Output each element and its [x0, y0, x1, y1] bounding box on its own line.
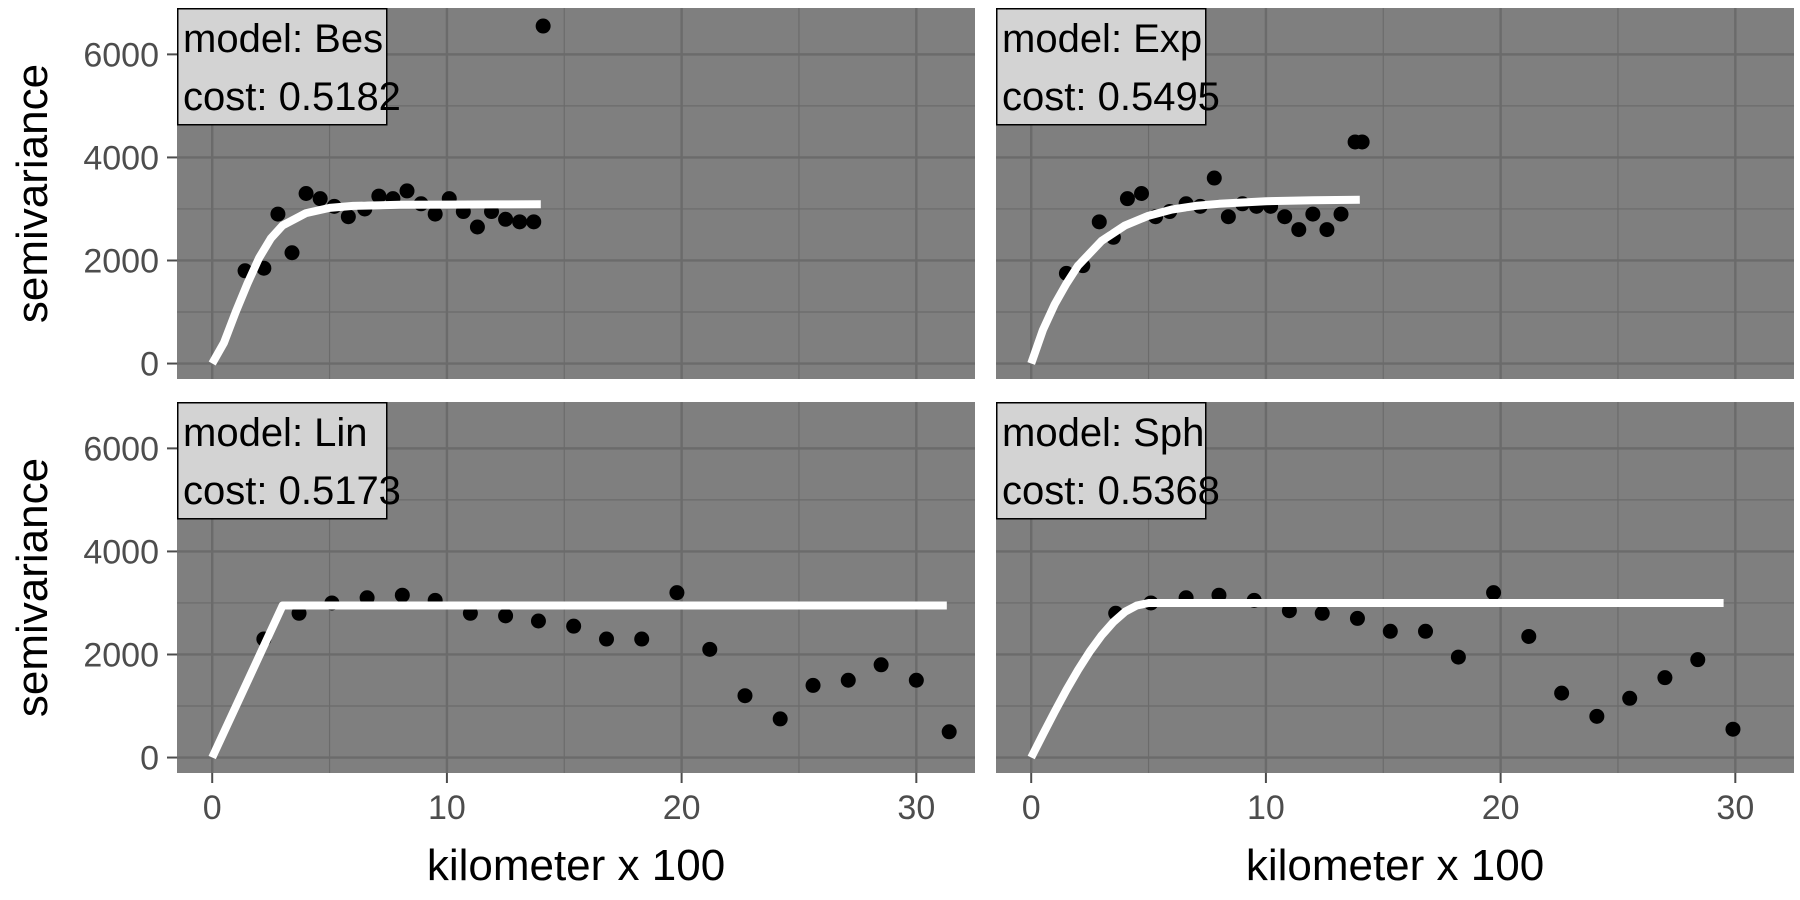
data-point	[399, 183, 415, 199]
cost-label: cost: 0.5495	[1002, 75, 1220, 119]
y-tick-label: 6000	[83, 430, 159, 468]
data-point	[1589, 708, 1605, 724]
data-point	[1349, 610, 1365, 626]
data-point	[1220, 209, 1236, 225]
y-tick-label: 0	[140, 740, 159, 778]
data-point	[498, 211, 514, 227]
data-point	[908, 672, 924, 688]
data-point	[1211, 587, 1227, 603]
model-label: model: Bes	[183, 17, 383, 61]
data-point	[1622, 690, 1638, 706]
cost-label: cost: 0.5368	[1002, 469, 1220, 513]
panel-1: model: Bes cost: 0.5182 0 2000 4000 6000 semiv…	[8, 8, 975, 384]
data-point	[1450, 649, 1466, 665]
data-point	[1305, 206, 1321, 222]
data-point	[669, 585, 685, 601]
panel-4: model: Sph cost: 0.5368 0 10 20 30 kilometer x…	[996, 402, 1794, 890]
x-axis-title: kilometer x 100	[1246, 841, 1544, 890]
fit-line	[1027, 195, 1360, 365]
data-point	[284, 245, 300, 261]
data-point	[1725, 721, 1741, 737]
model-label-box	[177, 8, 388, 126]
x-tick-label: 10	[428, 789, 466, 827]
data-point	[394, 587, 410, 603]
model-label-box	[996, 402, 1207, 520]
data-point	[1119, 191, 1135, 207]
data-point	[298, 186, 314, 201]
data-point	[772, 711, 788, 727]
data-point	[1554, 685, 1570, 701]
x-tick-label: 0	[203, 789, 222, 827]
data-point	[566, 618, 582, 634]
data-point	[498, 608, 514, 624]
y-tick-label: 2000	[83, 636, 159, 674]
y-tick-label: 4000	[83, 533, 159, 571]
model-label: model: Lin	[183, 411, 368, 455]
data-point	[1291, 222, 1307, 238]
data-point	[840, 672, 856, 688]
x-tick-label: 30	[1716, 789, 1754, 827]
x-tick-label: 10	[1247, 789, 1285, 827]
x-tick-label: 0	[1022, 789, 1041, 827]
y-tick-label: 4000	[83, 139, 159, 177]
x-axis-title: kilometer x 100	[427, 841, 725, 890]
data-point	[1486, 585, 1502, 601]
data-point	[291, 605, 307, 621]
cost-label: cost: 0.5173	[183, 469, 401, 513]
data-point	[1657, 670, 1673, 686]
y-tick-label: 6000	[83, 36, 159, 74]
data-point	[702, 641, 718, 657]
data-point	[1333, 206, 1349, 222]
fit-line	[208, 601, 947, 760]
data-point	[1418, 623, 1434, 639]
y-tick-label: 2000	[83, 242, 159, 280]
panel-3: model: Lin cost: 0.5173 0 2000 4000 6000 semiv…	[8, 402, 975, 890]
data-point	[371, 188, 387, 204]
model-label: model: Exp	[1002, 17, 1202, 61]
data-point	[1382, 623, 1398, 639]
cost-label: cost: 0.5182	[183, 75, 401, 119]
data-point	[530, 613, 546, 629]
data-point	[469, 219, 485, 235]
fit-line	[208, 200, 541, 366]
data-point	[805, 677, 821, 693]
data-point	[634, 631, 650, 647]
model-label: model: Sph	[1002, 411, 1204, 455]
data-point	[1354, 134, 1370, 150]
data-point	[1206, 170, 1222, 186]
panel-2: model: Exp cost: 0.5495	[996, 8, 1794, 379]
data-point	[1521, 628, 1537, 644]
data-point	[737, 688, 753, 704]
data-point	[873, 657, 889, 673]
data-point	[535, 18, 551, 34]
x-tick-label: 20	[1482, 789, 1520, 827]
data-point	[1314, 605, 1330, 621]
data-point	[526, 214, 542, 230]
data-point	[312, 191, 328, 207]
x-tick-label: 20	[663, 789, 701, 827]
data-point	[1690, 652, 1706, 668]
data-point	[512, 214, 528, 230]
data-point	[941, 724, 957, 740]
data-point	[1319, 222, 1335, 238]
data-point	[270, 206, 286, 222]
data-point	[462, 605, 478, 621]
y-tick-label: 0	[140, 346, 159, 384]
y-axis-title: semivariance	[8, 458, 57, 717]
data-point	[1091, 214, 1107, 230]
model-label-box	[177, 402, 388, 520]
data-point	[1134, 186, 1150, 201]
data-point	[1277, 209, 1293, 225]
data-point	[427, 206, 443, 222]
x-tick-label: 30	[897, 789, 935, 827]
data-point	[599, 631, 615, 647]
model-label-box	[996, 8, 1207, 126]
y-axis-title: semivariance	[8, 64, 57, 323]
fit-line	[1027, 599, 1724, 760]
data-point	[340, 209, 356, 225]
